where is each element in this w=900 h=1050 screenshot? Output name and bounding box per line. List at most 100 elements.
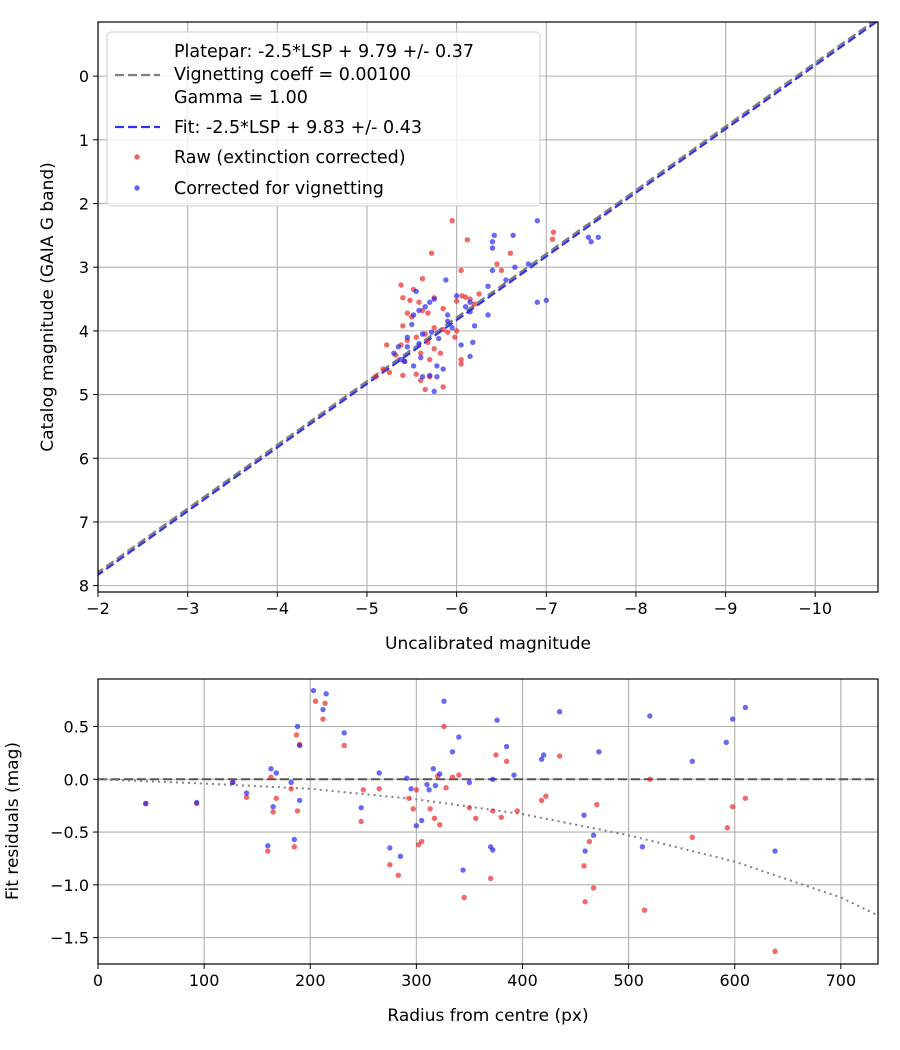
corrected-point (456, 734, 462, 740)
raw-point (431, 324, 437, 331)
corrected-point (742, 704, 749, 711)
raw-point (404, 310, 411, 316)
corrected-point (541, 752, 547, 758)
raw-point (376, 786, 382, 792)
raw-point (395, 872, 402, 879)
corrected-point (489, 245, 496, 251)
raw-point (462, 294, 469, 300)
raw-point (742, 795, 749, 801)
raw-point (494, 261, 500, 267)
corrected-point (294, 723, 301, 730)
vignetting-model-curve (98, 778, 878, 917)
corrected-point (397, 853, 404, 860)
raw-point (476, 291, 482, 297)
raw-point (514, 808, 520, 814)
corrected-point (490, 776, 496, 782)
corrected-point (525, 261, 532, 267)
raw-point (400, 372, 406, 379)
corrected-point (689, 758, 695, 765)
corrected-point (410, 312, 417, 318)
raw-point (406, 795, 412, 801)
corrected-point (449, 749, 456, 755)
corrected-point (296, 742, 303, 749)
fit-line (98, 22, 878, 577)
raw-point (437, 350, 444, 356)
x-tick-label: −5 (355, 599, 379, 618)
corrected-point (647, 713, 653, 719)
corrected-point (413, 823, 420, 829)
y-tick-label: 4 (79, 322, 89, 341)
x-tick-label: −2 (86, 599, 110, 618)
corrected-point (458, 342, 464, 348)
raw-point (380, 366, 386, 372)
corrected-point (489, 239, 496, 245)
corrected-point (511, 772, 517, 778)
corrected-point (391, 350, 397, 356)
corrected-point (510, 232, 516, 239)
y-tick-label: 0.0 (64, 770, 89, 789)
raw-point (582, 899, 588, 905)
corrected-point (543, 297, 549, 304)
x-tick-label: 500 (613, 971, 644, 990)
legend-raw-swatch (134, 154, 140, 160)
corrected-point (437, 771, 443, 777)
corrected-point (485, 283, 491, 290)
y-tick-label: 7 (79, 513, 89, 532)
corrected-point (467, 309, 473, 315)
y-tick-label: −0.5 (50, 823, 89, 842)
raw-point (453, 298, 460, 304)
corrected-point (449, 324, 455, 331)
corrected-point (467, 299, 473, 305)
bottom-ticks: 0 100 200 300 400 500 600 700 0.5 0.0 −0.5 −1.0 −1.5 (50, 718, 856, 991)
raw-point (373, 374, 379, 380)
y-tick-label: 6 (79, 449, 89, 468)
raw-point (487, 875, 494, 882)
raw-point (440, 384, 446, 390)
corrected-point (413, 288, 419, 295)
raw-point (729, 804, 736, 810)
raw-point (581, 863, 587, 869)
raw-point (538, 797, 545, 804)
raw-point (273, 795, 279, 801)
corrected-point (291, 836, 298, 843)
corrected-point (471, 323, 478, 329)
raw-point (444, 329, 451, 335)
raw-point (413, 371, 419, 377)
raw-point (413, 787, 420, 793)
raw-point (471, 301, 478, 307)
corrected-point (268, 766, 274, 772)
corrected-point (723, 739, 729, 746)
raw-point (458, 267, 464, 274)
corrected-point (193, 799, 200, 806)
raw-point (641, 907, 648, 913)
raw-point (291, 844, 298, 850)
legend-raw-label: Raw (extinction corrected) (174, 148, 406, 168)
y-tick-label: −1.5 (50, 929, 89, 948)
raw-point (425, 310, 431, 316)
top-scatter-points (373, 218, 601, 395)
x-tick-label: 400 (507, 971, 538, 990)
corrected-point (422, 303, 428, 310)
corrected-point (418, 354, 424, 361)
corrected-point (460, 867, 466, 873)
corrected-point (143, 800, 149, 807)
raw-point (265, 848, 271, 854)
corrected-point (534, 218, 541, 224)
raw-point (320, 716, 326, 722)
top-axes-frame (97, 21, 879, 593)
x-tick-label: 200 (295, 971, 326, 990)
corrected-point (431, 296, 437, 302)
y-tick-label: 0 (79, 67, 89, 86)
corrected-point (443, 277, 449, 283)
corrected-point (416, 340, 422, 347)
x-tick-label: −6 (445, 599, 469, 618)
corrected-point (440, 366, 446, 372)
raw-point (288, 786, 294, 792)
raw-point (543, 793, 549, 799)
y-tick-label: 2 (79, 195, 89, 214)
x-tick-label: 700 (826, 971, 857, 990)
raw-point (594, 801, 600, 808)
corrected-point (376, 770, 382, 776)
raw-point (453, 328, 460, 334)
platepar-line (98, 22, 875, 574)
